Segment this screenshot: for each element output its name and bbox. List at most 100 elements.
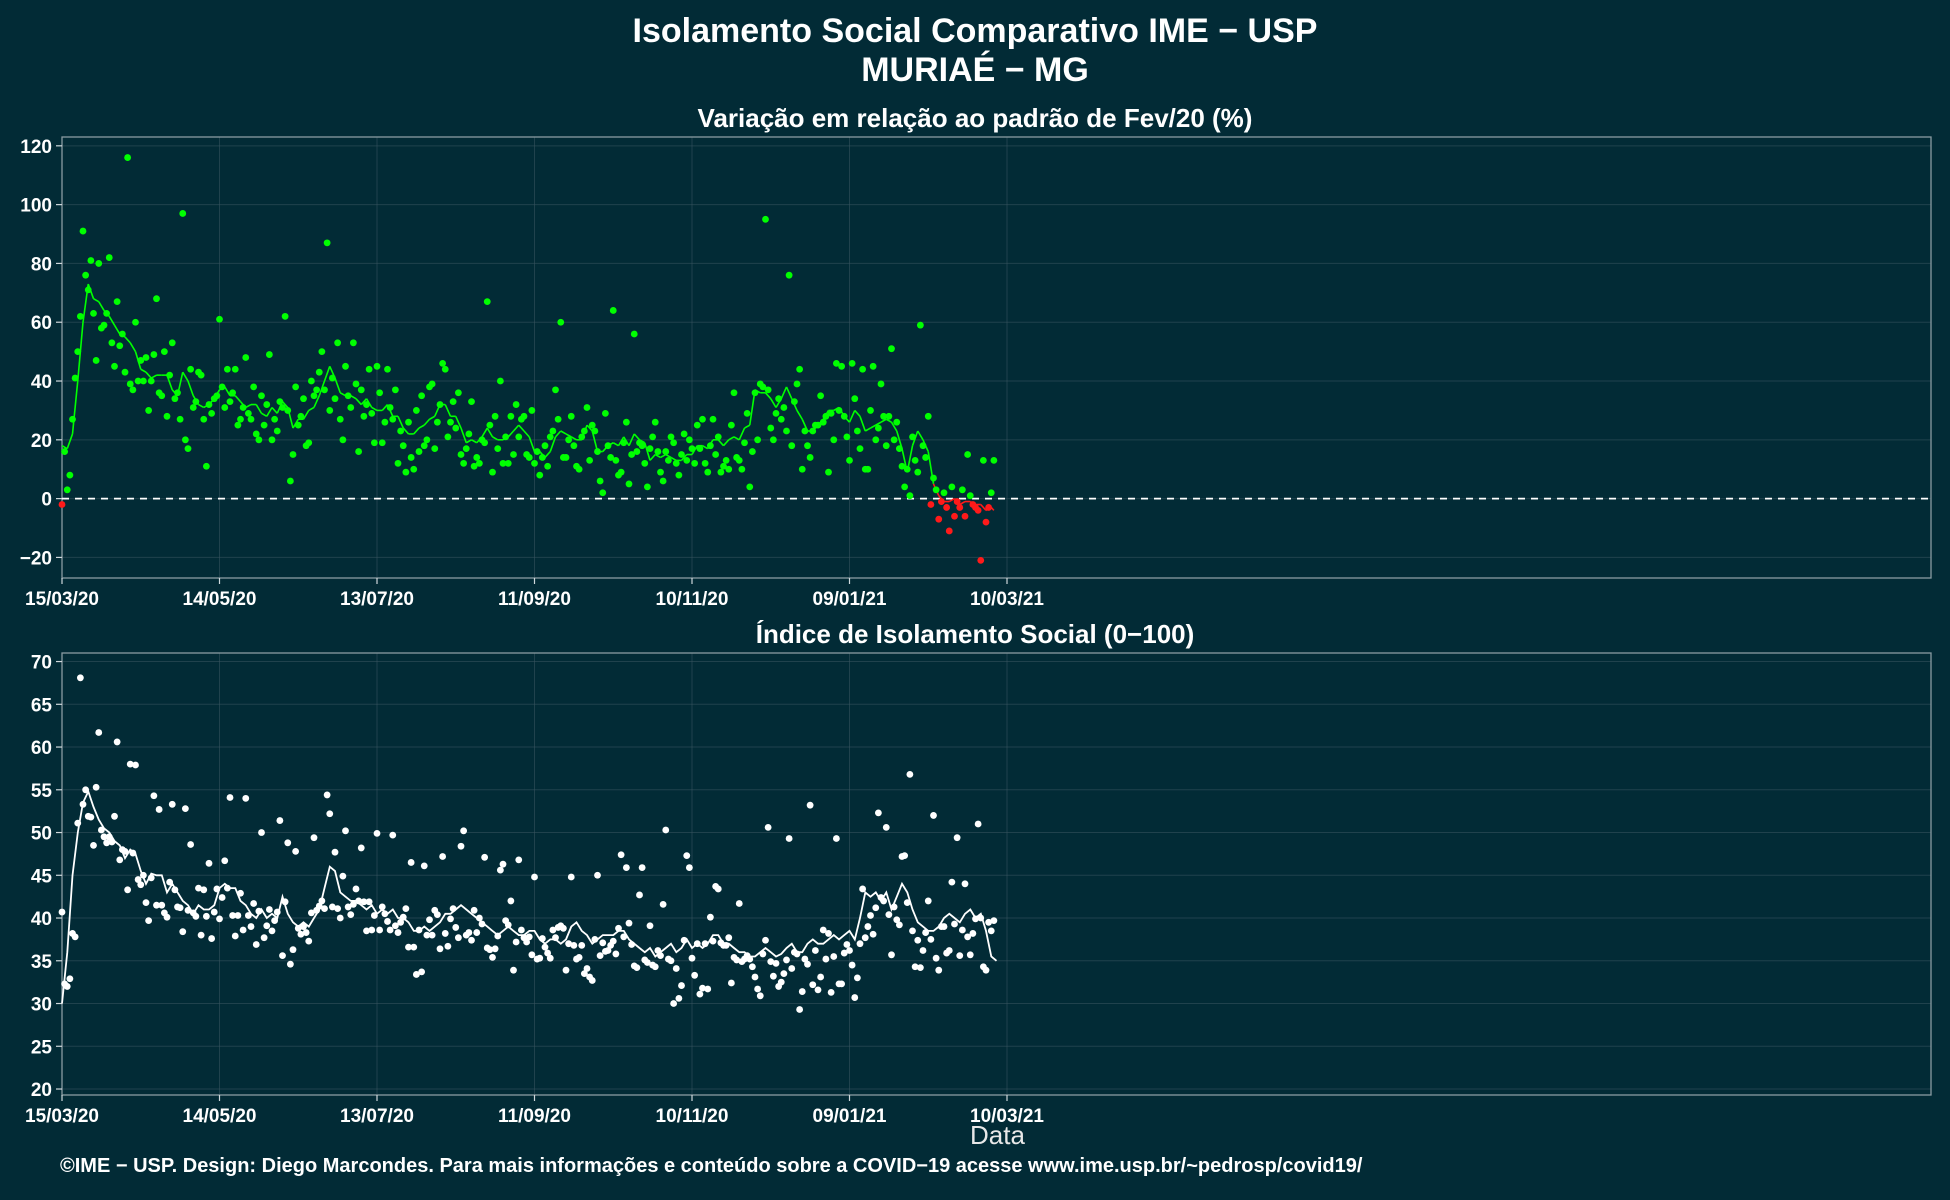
data-point <box>811 947 819 954</box>
data-point <box>139 377 147 385</box>
data-point <box>709 937 717 945</box>
data-point <box>552 934 559 942</box>
data-point <box>237 415 244 423</box>
data-point <box>415 926 423 934</box>
data-point <box>601 409 609 417</box>
data-point <box>318 348 326 356</box>
data-point <box>914 936 922 944</box>
data-point <box>349 900 357 908</box>
data-point <box>990 457 998 464</box>
data-point <box>360 412 368 420</box>
data-point <box>507 412 515 420</box>
data-point <box>368 409 376 417</box>
footer-credit: ©IME − USP. Design: Diego Marcondes. Par… <box>60 1155 1363 1177</box>
data-point <box>213 392 221 400</box>
data-point <box>184 445 192 453</box>
data-point <box>554 415 562 423</box>
data-point <box>622 418 630 426</box>
data-point <box>733 956 741 964</box>
data-point <box>352 380 360 388</box>
y-tick-label: 120 <box>20 137 52 158</box>
moving-average-segment <box>764 392 772 400</box>
data-point <box>394 929 402 936</box>
data-point <box>659 477 667 485</box>
data-point <box>315 368 323 376</box>
data-point <box>683 457 691 464</box>
data-point <box>376 926 384 934</box>
data-point <box>664 457 672 464</box>
y-tick-label: 60 <box>31 313 52 334</box>
data-point <box>260 421 268 429</box>
data-point <box>386 404 394 411</box>
y-tick-label: 45 <box>31 866 53 887</box>
data-point <box>252 430 260 438</box>
data-point <box>843 941 851 948</box>
data-point <box>693 421 701 429</box>
data-point <box>292 847 300 855</box>
moving-average-segment <box>670 456 677 462</box>
data-point <box>449 398 457 405</box>
data-point <box>229 389 237 397</box>
data-point <box>785 835 793 842</box>
data-point <box>872 904 880 912</box>
data-point <box>961 880 969 888</box>
data-point <box>848 359 856 367</box>
data-point <box>838 362 846 370</box>
data-point <box>263 922 271 930</box>
y-tick-label: 40 <box>31 372 52 393</box>
data-point <box>977 914 985 922</box>
data-point <box>239 404 247 411</box>
data-point <box>583 404 591 411</box>
data-point <box>680 936 688 944</box>
data-point <box>444 433 452 441</box>
data-point <box>696 990 704 998</box>
data-point <box>244 409 252 417</box>
data-point <box>662 448 670 455</box>
moving-average-segment <box>738 427 746 441</box>
data-point <box>97 826 105 834</box>
data-point <box>557 318 565 326</box>
data-point <box>982 518 990 526</box>
data-point <box>893 418 901 426</box>
data-point <box>297 412 305 420</box>
data-point <box>688 954 696 962</box>
panel-variation-title: Variação em relação ao padrão de Fev/20 … <box>697 103 1253 133</box>
data-point <box>226 398 234 405</box>
data-point <box>121 368 129 376</box>
data-point <box>79 227 87 235</box>
data-point <box>163 412 171 420</box>
data-point <box>132 318 139 326</box>
data-point <box>95 260 103 267</box>
x-tick-label: 09/01/21 <box>813 589 887 610</box>
data-point <box>538 935 546 942</box>
data-point <box>491 412 499 420</box>
moving-average-segment <box>890 421 898 432</box>
data-point <box>633 448 641 455</box>
moving-average-segment <box>560 430 567 435</box>
data-point <box>323 791 331 799</box>
data-point <box>843 433 851 441</box>
data-point <box>66 471 74 479</box>
data-point <box>940 923 948 930</box>
moving-average-segment <box>612 442 619 447</box>
data-point <box>814 421 822 429</box>
data-point <box>276 398 284 405</box>
data-point <box>885 412 893 420</box>
data-point <box>777 415 785 423</box>
panel-frame <box>61 136 1932 579</box>
data-point <box>491 945 499 953</box>
data-point <box>641 459 649 467</box>
data-point <box>958 926 966 934</box>
data-point <box>281 898 289 906</box>
data-point <box>678 451 685 458</box>
data-point <box>410 465 418 473</box>
moving-average-segment <box>570 436 577 441</box>
data-point <box>649 433 657 441</box>
data-point <box>922 454 930 461</box>
data-point <box>426 916 433 924</box>
data-point <box>840 949 848 957</box>
data-point <box>609 937 617 945</box>
x-tick-label: 14/05/20 <box>183 1106 257 1127</box>
data-point <box>804 442 811 450</box>
data-point <box>433 418 441 426</box>
